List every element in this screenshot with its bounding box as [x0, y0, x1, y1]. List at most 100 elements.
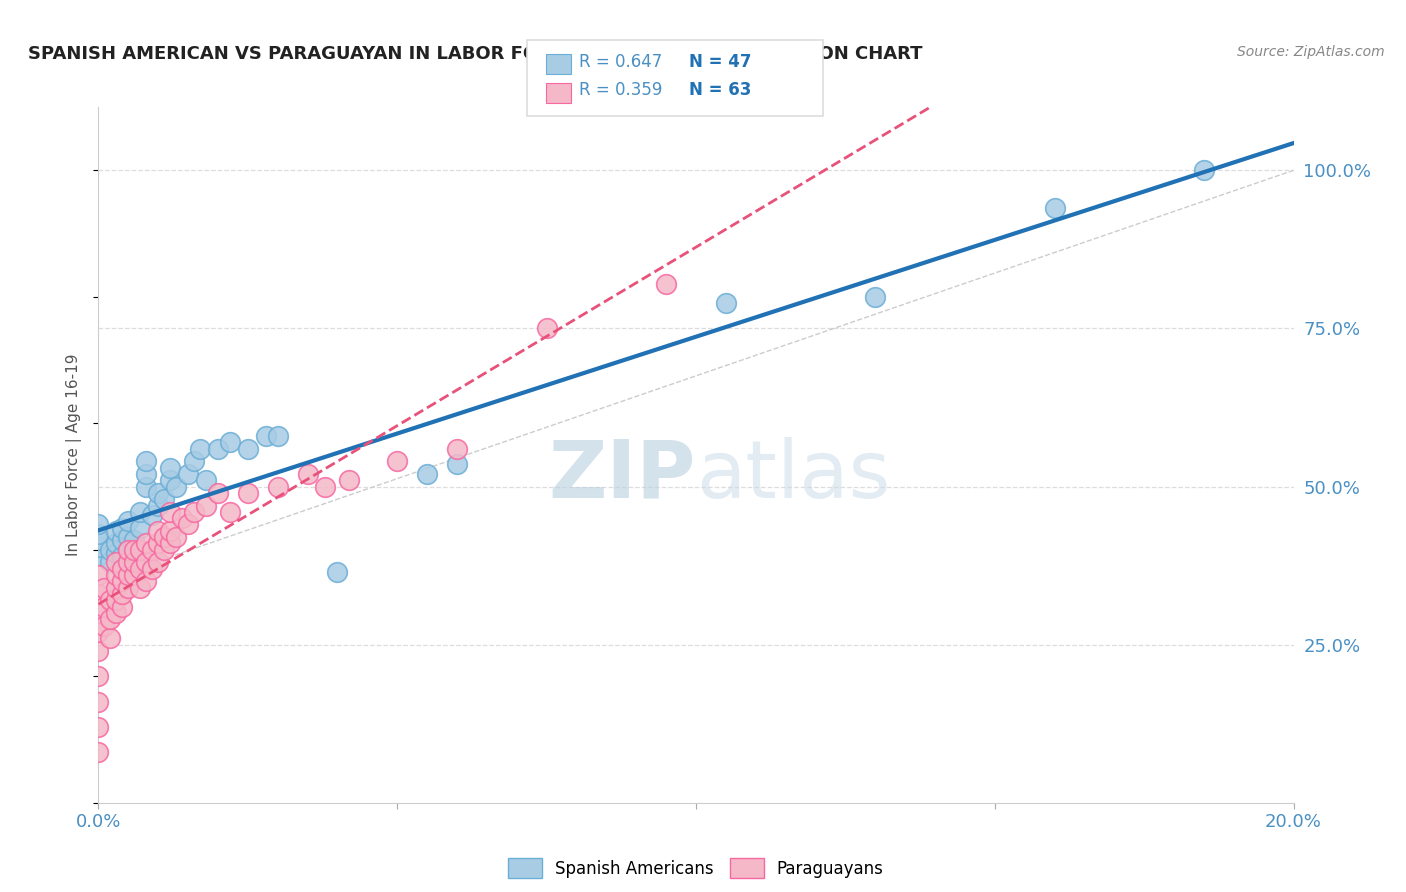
Text: R = 0.359: R = 0.359: [579, 81, 662, 99]
Point: [93, 581, 115, 595]
Point: [165, 479, 187, 493]
Point: [159, 536, 181, 550]
Point: [87, 587, 110, 601]
Point: [105, 568, 128, 582]
Point: [117, 556, 139, 570]
Point: [536, 321, 558, 335]
Point: [207, 486, 229, 500]
Point: [124, 533, 146, 548]
Point: [339, 473, 361, 487]
Y-axis label: In Labor Force | Age 16-19: In Labor Force | Age 16-19: [66, 353, 83, 557]
Point: [135, 454, 157, 468]
Point: [236, 442, 259, 456]
Point: [188, 442, 211, 456]
Point: [124, 542, 146, 557]
Point: [117, 514, 139, 528]
Point: [141, 542, 163, 557]
Point: [148, 536, 170, 550]
Point: [135, 536, 157, 550]
Point: [111, 599, 134, 614]
Point: [105, 556, 128, 570]
Point: [117, 581, 139, 595]
Legend: Spanish Americans, Paraguayans: Spanish Americans, Paraguayans: [502, 851, 890, 885]
Point: [177, 517, 200, 532]
Point: [1192, 163, 1215, 178]
Point: [111, 549, 134, 563]
Point: [129, 562, 152, 576]
Point: [111, 521, 134, 535]
Text: atlas: atlas: [696, 437, 890, 515]
Text: N = 63: N = 63: [689, 81, 751, 99]
Point: [129, 581, 152, 595]
Point: [111, 562, 134, 576]
Point: [87, 533, 110, 548]
Point: [1043, 201, 1066, 215]
Point: [153, 542, 176, 557]
Point: [159, 524, 181, 538]
Point: [195, 473, 218, 487]
Point: [315, 479, 337, 493]
Point: [87, 568, 110, 582]
Point: [714, 296, 737, 310]
Point: [219, 505, 242, 519]
Point: [87, 625, 110, 640]
Text: N = 47: N = 47: [689, 53, 751, 70]
Point: [87, 720, 110, 734]
Point: [135, 479, 157, 493]
Point: [148, 556, 170, 570]
Point: [129, 542, 152, 557]
Point: [124, 568, 146, 582]
Point: [87, 540, 110, 554]
Point: [183, 505, 205, 519]
Point: [98, 593, 122, 607]
Point: [165, 530, 187, 544]
Point: [87, 695, 110, 709]
Point: [195, 499, 218, 513]
Point: [87, 527, 110, 541]
Point: [153, 530, 176, 544]
Point: [93, 599, 115, 614]
Point: [385, 454, 409, 468]
Point: [172, 511, 194, 525]
Point: [111, 574, 134, 589]
Point: [183, 454, 205, 468]
Text: ZIP: ZIP: [548, 437, 696, 515]
Point: [446, 442, 468, 456]
Point: [111, 533, 134, 548]
Point: [87, 644, 110, 658]
Point: [148, 524, 170, 538]
Point: [87, 669, 110, 683]
Point: [141, 562, 163, 576]
Point: [117, 542, 139, 557]
Point: [98, 542, 122, 557]
Point: [87, 549, 110, 563]
Point: [148, 499, 170, 513]
Point: [236, 486, 259, 500]
Point: [98, 556, 122, 570]
Point: [98, 632, 122, 646]
Point: [135, 574, 157, 589]
Point: [117, 530, 139, 544]
Point: [117, 542, 139, 557]
Point: [105, 536, 128, 550]
Point: [117, 568, 139, 582]
Point: [87, 745, 110, 759]
Point: [105, 581, 128, 595]
Point: [105, 593, 128, 607]
Point: [297, 467, 319, 481]
Point: [117, 556, 139, 570]
Point: [87, 517, 110, 532]
Text: SPANISH AMERICAN VS PARAGUAYAN IN LABOR FORCE | AGE 16-19 CORRELATION CHART: SPANISH AMERICAN VS PARAGUAYAN IN LABOR …: [28, 45, 922, 62]
Point: [254, 429, 277, 443]
Point: [267, 479, 290, 493]
Point: [267, 429, 290, 443]
Point: [111, 587, 134, 601]
Point: [159, 460, 181, 475]
Point: [93, 618, 115, 632]
Point: [124, 546, 146, 560]
Point: [177, 467, 200, 481]
Point: [326, 565, 349, 579]
Point: [105, 524, 128, 538]
Point: [105, 606, 128, 620]
Point: [219, 435, 242, 450]
